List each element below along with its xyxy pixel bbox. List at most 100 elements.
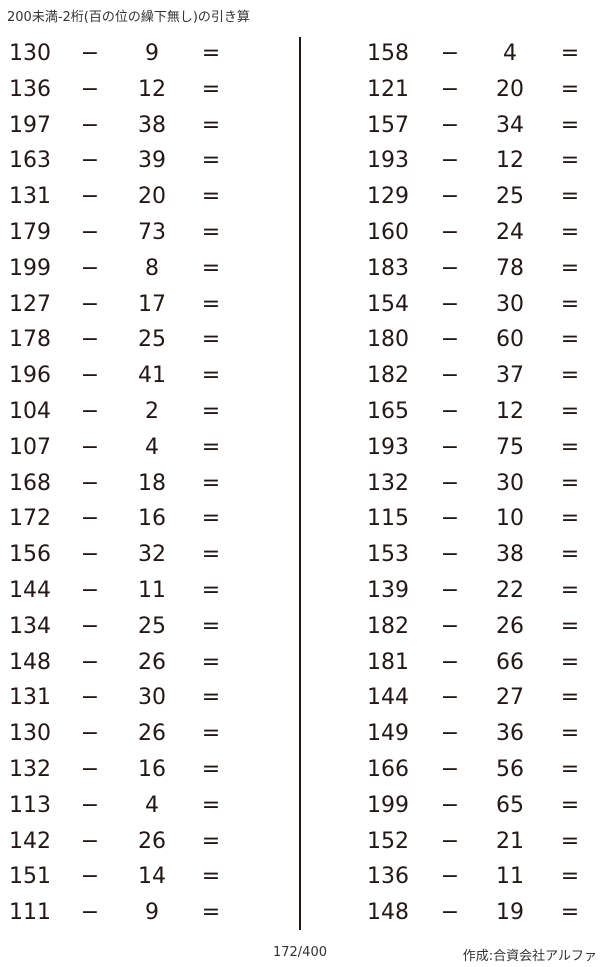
problem-row: 183 − 78 = [0,254,600,284]
minuend: 142 [9,828,51,854]
minus-sign: − [80,828,100,854]
minus-sign: − [440,255,460,281]
problem-row: 132 − 16 = [0,755,600,785]
minus-sign: − [80,864,100,890]
minus-sign: − [440,792,460,818]
problem-row: 153 − 38 = [0,540,600,570]
equals-sign: = [560,542,580,568]
subtrahend: 38 [496,542,524,568]
minuend: 154 [367,291,409,317]
subtrahend: 11 [138,578,166,603]
minus-sign: − [80,76,100,102]
equals-sign: = [201,76,221,102]
equals-sign: = [201,828,221,854]
equals-sign: = [201,864,221,890]
subtrahend: 73 [138,220,166,245]
subtrahend: 12 [496,148,524,174]
minuend: 121 [367,76,409,102]
equals-sign: = [560,327,580,353]
minus-sign: − [80,148,100,174]
subtrahend: 26 [496,613,524,639]
subtrahend: 34 [496,112,524,138]
equals-sign: = [201,578,221,603]
equals-sign: = [560,900,580,926]
subtrahend: 27 [496,685,524,711]
problem-row: 130 − 26 = [0,719,600,749]
minuend: 180 [367,327,409,353]
minus-sign: − [440,542,460,568]
minuend: 127 [9,291,51,317]
equals-sign: = [201,542,221,568]
subtrahend: 4 [145,434,159,460]
minuend: 129 [367,184,409,210]
minus-sign: − [80,112,100,138]
minuend: 163 [9,148,51,174]
problem-row: 130 − 9 = [0,39,600,69]
minuend: 179 [9,220,51,245]
problem-row: 131 − 30 = [0,683,600,713]
minuend: 148 [9,649,51,675]
minuend: 136 [367,864,409,890]
subtrahend: 4 [503,41,517,66]
subtrahend: 26 [138,649,166,675]
minuend: 134 [9,613,51,639]
subtrahend: 75 [496,434,524,460]
minus-sign: − [440,399,460,424]
equals-sign: = [560,291,580,317]
minus-sign: − [440,864,460,890]
equals-sign: = [560,220,580,245]
subtrahend: 19 [496,900,524,926]
equals-sign: = [560,613,580,639]
minuend: 199 [367,792,409,818]
equals-sign: = [201,184,221,210]
column-divider [299,37,301,930]
subtrahend: 30 [138,685,166,711]
minuend: 181 [367,649,409,675]
minuend: 156 [9,542,51,568]
equals-sign: = [560,470,580,496]
minus-sign: − [80,41,100,66]
problem-row: 151 − 14 = [0,862,600,892]
minuend: 132 [367,470,409,496]
equals-sign: = [560,255,580,281]
problem-row: 179 − 73 = [0,218,600,248]
minus-sign: − [80,470,100,496]
minus-sign: − [80,291,100,317]
problem-row: 158 − 4 = [0,39,600,69]
minuend: 193 [367,148,409,174]
subtrahend: 30 [496,470,524,496]
equals-sign: = [201,148,221,174]
minus-sign: − [80,220,100,245]
equals-sign: = [201,112,221,138]
minus-sign: − [440,649,460,675]
equals-sign: = [201,792,221,818]
problem-row: 131 − 20 = [0,182,600,212]
subtrahend: 17 [138,291,166,317]
problem-row: 165 − 12 = [0,397,600,427]
problem-row: 104 − 2 = [0,397,600,427]
equals-sign: = [560,112,580,138]
minus-sign: − [440,434,460,460]
minus-sign: − [80,327,100,353]
problem-row: 129 − 25 = [0,182,600,212]
problem-row: 193 − 75 = [0,433,600,463]
subtrahend: 56 [496,757,524,782]
equals-sign: = [201,327,221,353]
minus-sign: − [440,76,460,102]
minuend: 199 [9,255,51,281]
minus-sign: − [440,721,460,747]
minus-sign: − [80,506,100,532]
minuend: 178 [9,327,51,353]
equals-sign: = [201,434,221,460]
minuend: 107 [9,434,51,460]
minus-sign: − [80,578,100,603]
subtrahend: 22 [496,578,524,603]
subtrahend: 9 [145,900,159,926]
subtrahend: 25 [496,184,524,210]
equals-sign: = [201,649,221,675]
minus-sign: − [80,399,100,424]
equals-sign: = [201,721,221,747]
credit-text: 作成:合資会社アルファ [462,949,597,964]
subtrahend: 24 [496,220,524,245]
problem-row: 197 − 38 = [0,111,600,141]
